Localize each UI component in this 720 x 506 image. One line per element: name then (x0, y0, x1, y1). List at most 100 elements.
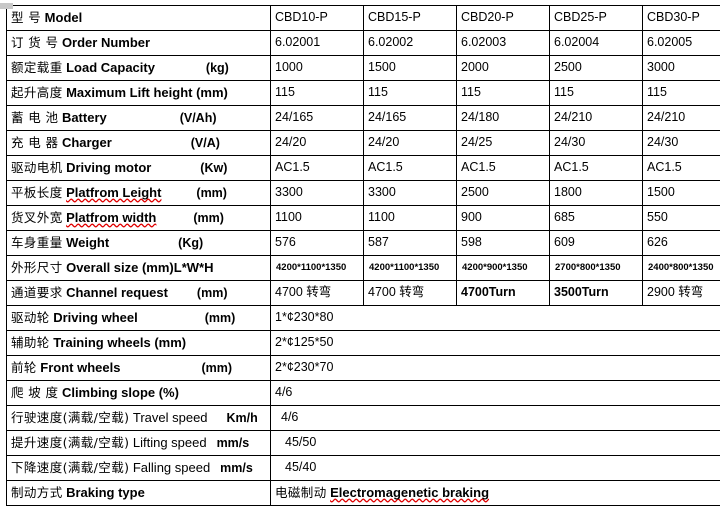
cell-value: 900 (457, 206, 550, 231)
label-chinese: 驱动电机 (11, 160, 63, 175)
table-row: 下降速度(满载/空载) Falling speed mm/s 45/40 (7, 456, 720, 481)
label-unit: (mm) (197, 286, 228, 300)
row-label-order-number: 订 货 号 Order Number (7, 31, 271, 56)
table-row: 提升速度(满载/空载) Lifting speed mm/s 45/50 (7, 431, 720, 456)
cell-value: AC1.5 (550, 156, 643, 181)
label-unit: (Kg) (178, 236, 203, 250)
cell-value: 4200*900*1350 (457, 256, 550, 281)
cell-value: 115 (643, 81, 720, 106)
cell-value: 598 (457, 231, 550, 256)
cell-value: 24/20 (364, 131, 457, 156)
label-english: Driving wheel (53, 310, 138, 325)
forklift-specification-table: 型 号 Model CBD10-P CBD15-P CBD20-P CBD25-… (6, 5, 720, 506)
table-row: 通道要求 Channel request (mm) 4700 转弯 4700 转… (7, 281, 720, 306)
label-chinese: 平板长度 (11, 185, 63, 200)
label-english: Battery (62, 110, 107, 125)
row-label-driving-motor: 驱动电机 Driving motor (Kw) (7, 156, 271, 181)
table-row: 外形尺寸 Overall size (mm)L*W*H 4200*1100*13… (7, 256, 720, 281)
label-english: Lifting speed (133, 435, 207, 450)
cell-value: 3300 (364, 181, 457, 206)
label-unit: (mm) (193, 211, 224, 225)
cell-value: 2500 (550, 56, 643, 81)
row-label-driving-wheel: 驱动轮 Driving wheel (mm) (7, 306, 271, 331)
cell-value: 1100 (271, 206, 364, 231)
cell-value: 609 (550, 231, 643, 256)
label-unit: (kg) (206, 61, 229, 75)
cell-value-merged: 2*¢230*70 (271, 356, 720, 381)
table-row: 车身重量 Weight (Kg) 576 587 598 609 626 (7, 231, 720, 256)
cell-value: 2900 转弯 (643, 281, 720, 306)
row-label-falling-speed: 下降速度(满载/空载) Falling speed mm/s (7, 456, 271, 481)
cell-value: 6.02002 (364, 31, 457, 56)
table-row: 辅助轮 Training wheels (mm) 2*¢125*50 (7, 331, 720, 356)
cell-value: 24/25 (457, 131, 550, 156)
label-english: Platfrom width (66, 210, 156, 225)
label-chinese: 前轮 (11, 360, 37, 375)
label-chinese: 爬 坡 度 (11, 385, 58, 400)
cell-value: 4700 转弯 (364, 281, 457, 306)
cell-value: AC1.5 (364, 156, 457, 181)
label-english: Load Capacity (66, 60, 155, 75)
label-chinese: 提升速度(满载/空载) (11, 435, 129, 450)
table-row: 平板长度 Platfrom Leight (mm) 3300 3300 2500… (7, 181, 720, 206)
label-chinese: 通道要求 (11, 285, 63, 300)
cell-value-merged: 45/50 (271, 431, 720, 456)
cell-value: 115 (457, 81, 550, 106)
label-english: Maximum Lift height (mm) (66, 85, 228, 100)
cell-value: CBD15-P (364, 6, 457, 31)
row-label-platform-length: 平板长度 Platfrom Leight (mm) (7, 181, 271, 206)
label-english: Model (45, 10, 83, 25)
row-label-max-lift-height: 起升高度 Maximum Lift height (mm) (7, 81, 271, 106)
cell-value: 24/165 (364, 106, 457, 131)
label-chinese: 下降速度(满载/空载) (11, 460, 129, 475)
table-row: 爬 坡 度 Climbing slope (%) 4/6 (7, 381, 720, 406)
table-row: 订 货 号 Order Number 6.02001 6.02002 6.020… (7, 31, 720, 56)
cell-value: 6.02005 (643, 31, 720, 56)
row-label-front-wheels: 前轮 Front wheels (mm) (7, 356, 271, 381)
table-row: 型 号 Model CBD10-P CBD15-P CBD20-P CBD25-… (7, 6, 720, 31)
row-label-platform-width: 货叉外宽 Platfrom width (mm) (7, 206, 271, 231)
row-label-charger: 充 电 器 Charger (V/A) (7, 131, 271, 156)
table-row: 前轮 Front wheels (mm) 2*¢230*70 (7, 356, 720, 381)
label-chinese: 额定载重 (11, 60, 63, 75)
label-chinese: 蓄 电 池 (11, 110, 58, 125)
label-chinese: 制动方式 (11, 485, 63, 500)
table-body: 型 号 Model CBD10-P CBD15-P CBD20-P CBD25-… (7, 6, 720, 506)
table-row: 驱动轮 Driving wheel (mm) 1*¢230*80 (7, 306, 720, 331)
label-english: Weight (66, 235, 109, 250)
label-english: Charger (62, 135, 112, 150)
table-row: 蓄 电 池 Battery (V/Ah) 24/165 24/165 24/18… (7, 106, 720, 131)
cell-value: 1500 (364, 56, 457, 81)
table-row: 驱动电机 Driving motor (Kw) AC1.5 AC1.5 AC1.… (7, 156, 720, 181)
cell-value: CBD30-P (643, 6, 720, 31)
row-label-braking-type: 制动方式 Braking type (7, 481, 271, 506)
label-chinese: 充 电 器 (11, 135, 58, 150)
braking-value-chinese: 电磁制动 (275, 485, 327, 500)
cell-value: 4700 转弯 (271, 281, 364, 306)
cell-value: 3300 (271, 181, 364, 206)
cell-value: 2500 (457, 181, 550, 206)
label-english: Climbing slope (%) (62, 385, 179, 400)
page-top-strip (0, 0, 720, 3)
table-row: 行驶速度(满载/空载) Travel speed Km/h 4/6 (7, 406, 720, 431)
row-label-overall-size: 外形尺寸 Overall size (mm)L*W*H (7, 256, 271, 281)
row-label-climbing-slope: 爬 坡 度 Climbing slope (%) (7, 381, 271, 406)
cell-value: 626 (643, 231, 720, 256)
cell-value: 24/20 (271, 131, 364, 156)
label-unit: (mm) (196, 186, 227, 200)
table-row: 额定载重 Load Capacity (kg) 1000 1500 2000 2… (7, 56, 720, 81)
cell-value-merged: 4/6 (271, 406, 720, 431)
label-english: Travel speed (133, 410, 208, 425)
row-label-lifting-speed: 提升速度(满载/空载) Lifting speed mm/s (7, 431, 271, 456)
table-row: 起升高度 Maximum Lift height (mm) 115 115 11… (7, 81, 720, 106)
row-label-training-wheels: 辅助轮 Training wheels (mm) (7, 331, 271, 356)
label-english: Training wheels (mm) (53, 335, 186, 350)
cell-value-merged: 电磁制动 Electromagenetic braking (271, 481, 720, 506)
cell-value: 6.02004 (550, 31, 643, 56)
cell-value: 1800 (550, 181, 643, 206)
label-chinese: 外形尺寸 (11, 260, 63, 275)
cell-value: 2400*800*1350 (643, 256, 720, 281)
cell-value: 4200*1100*1350 (271, 256, 364, 281)
label-chinese: 型 号 (11, 10, 41, 25)
row-label-weight: 车身重量 Weight (Kg) (7, 231, 271, 256)
